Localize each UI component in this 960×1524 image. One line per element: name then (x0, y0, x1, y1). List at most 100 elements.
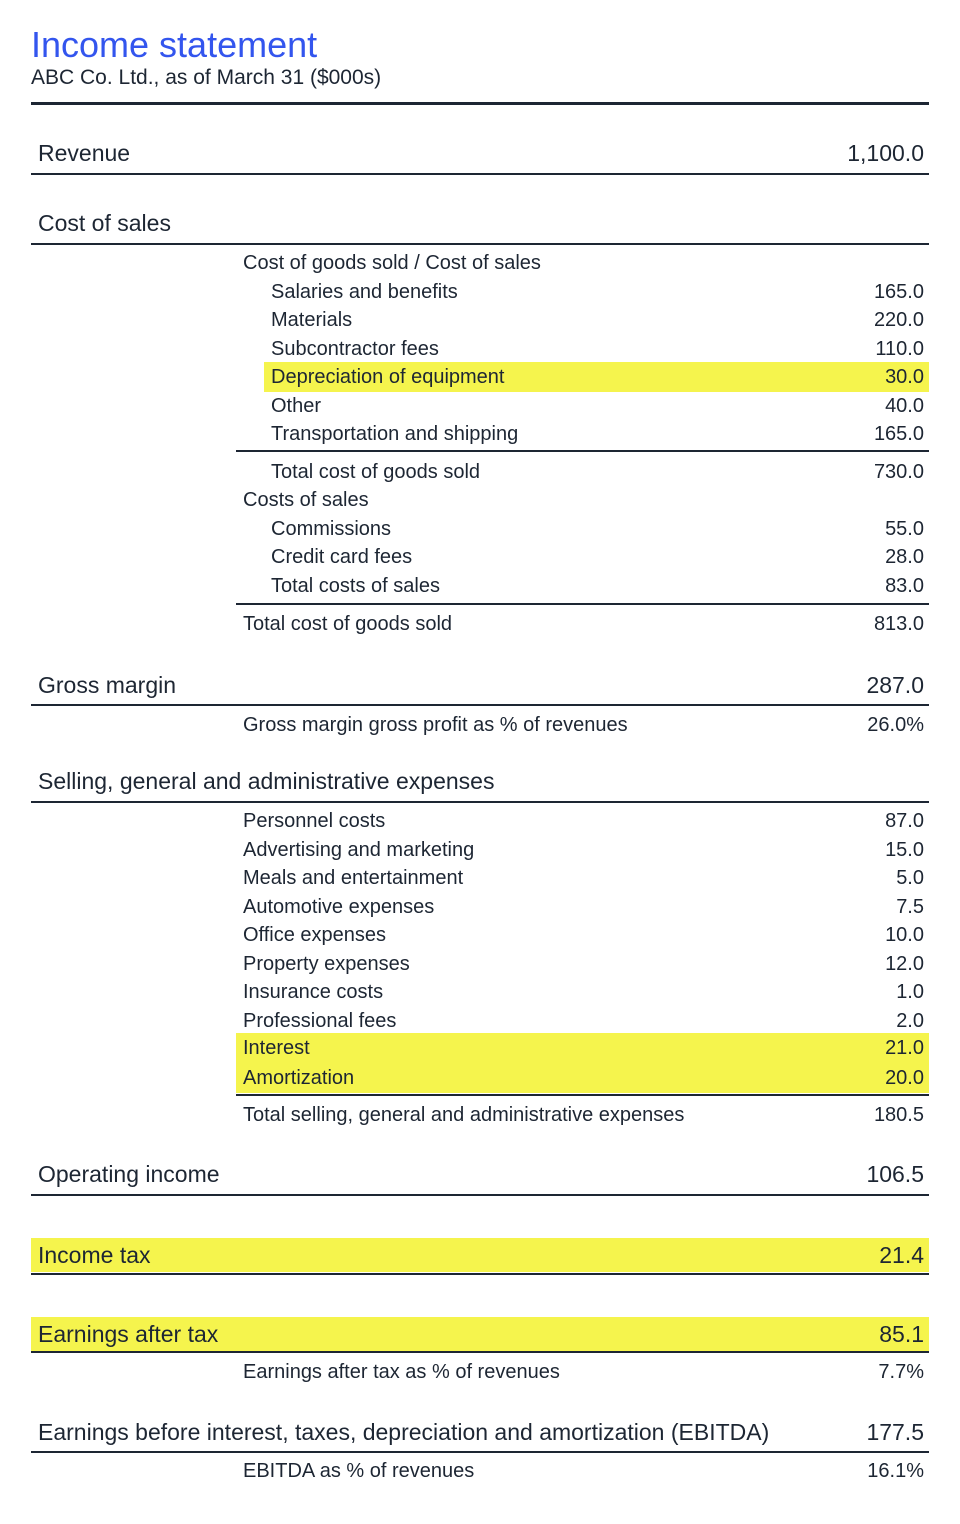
ratio-label: Gross margin gross profit as % of revenu… (243, 714, 628, 736)
divider (31, 1451, 929, 1453)
line-item-row: Professional fees 2.0 (236, 1006, 929, 1036)
divider (31, 801, 929, 803)
line-item-row: Salaries and benefits 165.0 (264, 277, 929, 307)
line-item-row: Subcontractor fees 110.0 (264, 334, 929, 364)
highlighted-line-item-row: Amortization 20.0 (236, 1063, 929, 1093)
line-item-row: Office expenses 10.0 (236, 920, 929, 950)
section-label: Cost of sales (38, 210, 171, 236)
line-item-label: Meals and entertainment (243, 867, 464, 889)
line-item-label: Amortization (243, 1067, 355, 1089)
line-item-value: 83.0 (885, 575, 924, 597)
line-item-label: Personnel costs (243, 810, 386, 832)
line-item-label: Insurance costs (243, 981, 384, 1003)
line-item-label: Other (271, 395, 322, 417)
line-item-value: 5.0 (896, 867, 924, 889)
line-item-row: Meals and entertainment 5.0 (236, 863, 929, 893)
highlighted-line-item-row: Interest 21.0 (236, 1033, 929, 1063)
line-item-value: 12.0 (885, 953, 924, 975)
total-row: Total cost of goods sold 813.0 (236, 609, 929, 639)
line-item-label: Professional fees (243, 1010, 397, 1032)
revenue-label: Revenue (38, 140, 131, 166)
subtotal-value: 730.0 (873, 461, 924, 483)
line-item-value: 87.0 (885, 810, 924, 832)
ratio-value: 26.0% (867, 714, 924, 736)
line-item-row: Other 40.0 (264, 391, 929, 421)
page-subtitle: ABC Co. Ltd., as of March 31 ($000s) (31, 66, 382, 89)
divider (31, 243, 929, 245)
income-tax-row: Income tax 21.4 (31, 1238, 929, 1272)
revenue-value: 1,100.0 (847, 140, 924, 166)
line-item-label: Materials (271, 309, 353, 331)
line-item-value: 15.0 (885, 839, 924, 861)
divider (31, 1273, 929, 1275)
line-item-value: 2.0 (896, 1010, 924, 1032)
earnings-after-tax-label: Earnings after tax (38, 1321, 219, 1347)
earnings-after-tax-value: 85.1 (879, 1321, 924, 1347)
line-item-label: Salaries and benefits (271, 281, 458, 303)
divider (236, 450, 929, 452)
section-label: Selling, general and administrative expe… (38, 768, 495, 794)
line-item-value: 28.0 (885, 546, 924, 568)
total-label: Total cost of goods sold (243, 613, 453, 635)
line-item-row: Advertising and marketing 15.0 (236, 835, 929, 865)
line-item-value: 7.5 (896, 896, 924, 918)
line-item-value: 55.0 (885, 518, 924, 540)
line-item-row: Materials 220.0 (264, 305, 929, 335)
line-item-label: Transportation and shipping (271, 423, 519, 445)
cost-of-sales-heading: Cost of sales (31, 206, 929, 240)
revenue-row: Revenue 1,100.0 (31, 136, 929, 170)
line-item-label: Property expenses (243, 953, 410, 975)
line-item-label: Credit card fees (271, 546, 413, 568)
line-item-value: 21.0 (885, 1037, 924, 1059)
line-item-label: Total costs of sales (271, 575, 440, 597)
total-value: 813.0 (873, 613, 924, 635)
divider (31, 1194, 929, 1196)
line-item-value: 10.0 (885, 924, 924, 946)
ebitda-value: 177.5 (866, 1419, 924, 1445)
line-item-row: Total costs of sales 83.0 (264, 571, 929, 601)
subsection-label: Cost of goods sold / Cost of sales (243, 252, 541, 274)
line-item-label: Depreciation of equipment (271, 366, 505, 388)
costs-of-sales-heading-row: Costs of sales (236, 485, 929, 515)
line-item-value: 110.0 (875, 338, 924, 360)
total-row: Total selling, general and administrativ… (236, 1100, 929, 1130)
divider (31, 704, 929, 706)
gross-margin-row: Gross margin 287.0 (31, 668, 929, 702)
total-label: Total selling, general and administrativ… (243, 1104, 685, 1126)
ratio-label: Earnings after tax as % of revenues (243, 1361, 560, 1383)
ebitda-row: Earnings before interest, taxes, depreci… (31, 1415, 929, 1449)
operating-income-value: 106.5 (866, 1161, 924, 1187)
ratio-label: EBITDA as % of revenues (243, 1460, 475, 1482)
gross-margin-value: 287.0 (866, 672, 924, 698)
ratio-value: 16.1% (867, 1460, 924, 1482)
line-item-row: Automotive expenses 7.5 (236, 892, 929, 922)
line-item-row: Property expenses 12.0 (236, 949, 929, 979)
divider (31, 173, 929, 175)
subsection-label: Costs of sales (243, 489, 369, 511)
line-item-value: 20.0 (885, 1067, 924, 1089)
ratio-value: 7.7% (878, 1361, 924, 1383)
line-item-value: 165.0 (873, 423, 924, 445)
line-item-label: Automotive expenses (243, 896, 435, 918)
line-item-value: 165.0 (873, 281, 924, 303)
divider (31, 1351, 929, 1353)
ratio-row: Earnings after tax as % of revenues 7.7% (236, 1357, 929, 1387)
line-item-label: Interest (243, 1037, 310, 1059)
divider (236, 603, 929, 605)
subtotal-label: Total cost of goods sold (271, 461, 481, 483)
line-item-row: Credit card fees 28.0 (264, 542, 929, 572)
line-item-row: Transportation and shipping 165.0 (264, 419, 929, 449)
income-tax-label: Income tax (38, 1242, 151, 1268)
line-item-value: 40.0 (885, 395, 924, 417)
highlighted-line-item-row: Depreciation of equipment 30.0 (264, 362, 929, 392)
income-tax-value: 21.4 (879, 1242, 924, 1268)
line-item-label: Office expenses (243, 924, 387, 946)
line-item-label: Subcontractor fees (271, 338, 439, 360)
header-divider (31, 102, 929, 105)
line-item-row: Commissions 55.0 (264, 514, 929, 544)
ratio-row: Gross margin gross profit as % of revenu… (236, 710, 929, 740)
line-item-value: 1.0 (896, 981, 924, 1003)
line-item-row: Personnel costs 87.0 (236, 806, 929, 836)
line-item-label: Commissions (271, 518, 392, 540)
line-item-value: 30.0 (885, 366, 924, 388)
